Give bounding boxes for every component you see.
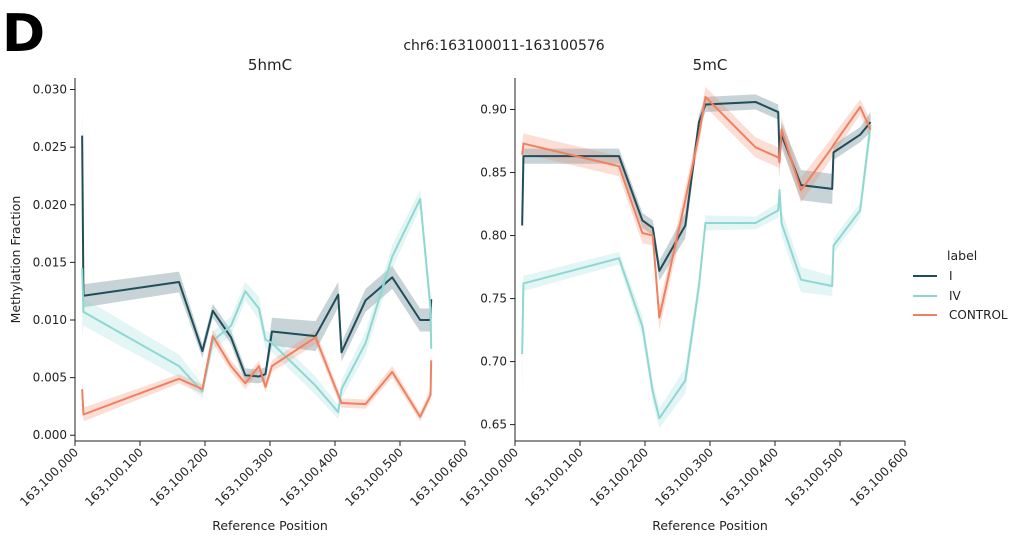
y-tick-label: 0.70 (480, 355, 507, 369)
chart-title: 5mC (693, 56, 728, 74)
x-tick-label: 163,100,300 (652, 445, 716, 509)
series-line-control (521, 95, 872, 319)
x-tick-label: 163,100,400 (717, 445, 781, 509)
x-tick-label: 163,100,100 (82, 445, 146, 509)
y-tick-label: 0.65 (480, 418, 507, 432)
y-tick-label: 0.030 (33, 83, 67, 97)
chart-5hmc: 5hmC 0.000 0.005 0.010 0.015 0.020 0.025 0.030 1… (8, 56, 471, 533)
x-tick-label: 163,100,200 (587, 445, 651, 509)
y-tick-label: 0.005 (33, 371, 67, 385)
legend-label-control: CONTROL (949, 308, 1008, 322)
x-tick-label: 163,100,500 (342, 445, 406, 509)
panel-letter: D (2, 4, 45, 64)
y-tick-label: 0.025 (33, 140, 67, 154)
series-line-i (521, 100, 872, 272)
y-tick-label: 0.020 (33, 198, 67, 212)
series-band-iv (522, 109, 871, 429)
x-tick-label: 163,100,600 (847, 445, 911, 509)
legend-title: label (947, 248, 977, 263)
x-tick-label: 163,100,100 (522, 445, 586, 509)
legend: label I IV CONTROL (913, 248, 1008, 322)
x-tick-label: 163,100,400 (277, 445, 341, 509)
y-tick-label: 0.75 (480, 292, 507, 306)
y-tick-label: 0.80 (480, 229, 507, 243)
x-axis-label: Reference Position (212, 518, 328, 533)
series-line-control (81, 335, 433, 418)
legend-label-iv: IV (949, 289, 962, 303)
x-tick-label: 163,100,500 (782, 445, 846, 509)
series-band-control (522, 86, 871, 331)
y-axis-label: Methylation Fraction (8, 196, 23, 324)
figure-suptitle: chr6:163100011-163100576 (403, 38, 604, 54)
x-axis-label: Reference Position (652, 518, 768, 533)
y-tick-label: 0.85 (480, 166, 507, 180)
legend-label-i: I (949, 269, 953, 283)
x-tick-label: 163,100,200 (147, 445, 211, 509)
y-tick-label: 0.010 (33, 313, 67, 327)
y-tick-label: 0.90 (480, 103, 507, 117)
chart-title: 5hmC (248, 56, 292, 74)
y-tick-label: 0.015 (33, 255, 67, 269)
x-tick-label: 163,100,300 (212, 445, 276, 509)
series-line-i (81, 135, 433, 378)
x-tick-label: 163,100,000 (17, 445, 81, 509)
series-line-iv (521, 124, 872, 420)
y-tick-label: 0.000 (33, 428, 67, 442)
